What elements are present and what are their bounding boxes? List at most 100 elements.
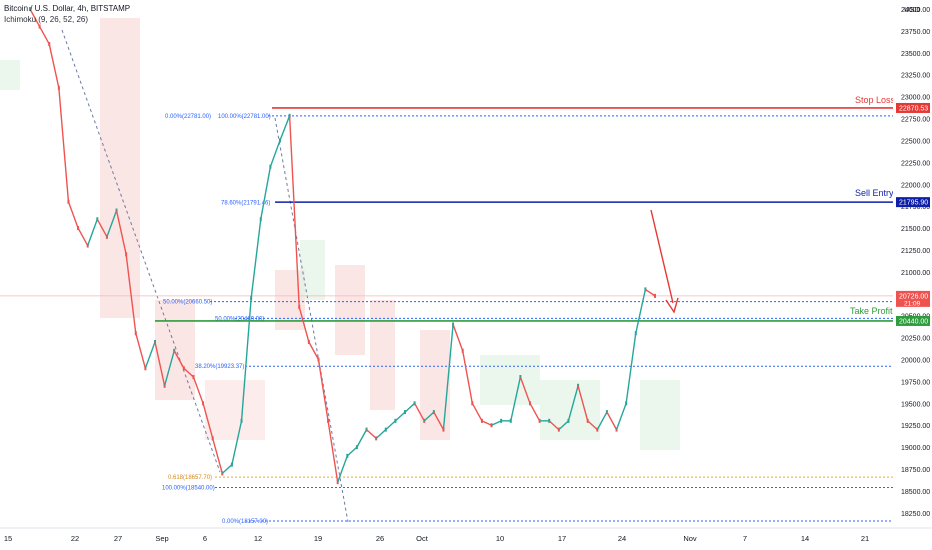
projection-arrow-line (650, 209, 674, 304)
x-tick-label-7: 26 (376, 534, 384, 543)
sell-entry-label: Sell Entry (855, 188, 894, 198)
price-segment-1 (29, 8, 41, 27)
price-segment-47 (471, 402, 483, 422)
fib-label-4: 50.00%(20469.00) (215, 316, 264, 322)
price-segment-25 (260, 166, 272, 220)
price-segment-9 (106, 210, 118, 238)
price-segment-10 (115, 210, 127, 255)
ichimoku-cloud-2 (205, 380, 265, 440)
y-tick-label-23: 24000.00 (901, 7, 930, 14)
ichimoku-cloud-10 (640, 380, 680, 450)
price-segment-60 (596, 411, 608, 430)
price-segment-12 (135, 333, 147, 369)
price-segment-8 (96, 218, 108, 238)
price-segment-35 (356, 429, 368, 448)
trend-dash-line-1 (61, 29, 221, 473)
price-segment-62 (615, 403, 627, 430)
stop-loss-tag (896, 102, 930, 113)
price-segment-37 (375, 429, 387, 439)
x-tick-label-5: 12 (254, 534, 262, 543)
price-segment-52 (519, 376, 531, 404)
ichimoku-cloud-11 (0, 60, 20, 90)
price-axis-bg (893, 0, 932, 550)
take-profit-price: 20440.00 (899, 318, 928, 325)
ichimoku-cloud-4 (300, 240, 325, 300)
price-segment-55 (548, 420, 560, 431)
stop-loss-price: 22870.53 (899, 105, 928, 112)
current-price-tag (896, 290, 930, 307)
current-price-price: 20726.00 (899, 293, 928, 300)
price-segment-4 (58, 87, 70, 202)
fib-label-6: 0.618(18657.70) (168, 475, 212, 481)
y-tick-label-18: 22750.00 (901, 117, 930, 124)
price-segment-32 (327, 420, 339, 483)
y-tick-label-14: 21750.00 (901, 204, 930, 211)
candle-65 (654, 293, 656, 298)
price-segment-46 (462, 350, 473, 404)
fib-label-2: 78.60%(21791.46) (221, 201, 270, 207)
price-segment-43 (433, 411, 445, 430)
price-segment-65 (644, 288, 656, 297)
price-segment-30 (308, 341, 320, 360)
price-segment-20 (212, 438, 223, 474)
price-segment-6 (77, 227, 89, 246)
ichimoku-cloud-8 (480, 355, 540, 405)
price-segment-51 (510, 376, 522, 421)
x-tick-label-8: Oct (416, 534, 429, 543)
y-tick-label-19: 23000.00 (901, 95, 930, 102)
projection-arrow-head (665, 297, 679, 314)
price-segment-34 (346, 446, 358, 457)
take-profit-tag (896, 315, 930, 326)
price-segment-39 (394, 411, 406, 422)
ichimoku-cloud-5 (335, 265, 365, 355)
price-segment-2 (39, 26, 50, 45)
x-tick-label-2: 27 (114, 534, 122, 543)
fib-label-0: 0.00%(22781.00) (165, 114, 211, 120)
price-segment-41 (414, 402, 425, 422)
fib-label-5: 38.20%(19923.37) (195, 364, 244, 370)
y-tick-label-3: 19000.00 (901, 445, 930, 452)
price-segment-48 (481, 420, 492, 426)
price-segment-21 (221, 464, 233, 474)
ichimoku-cloud-6 (370, 300, 395, 410)
symbol-title: Bitcoin / U.S. Dollar, 4h, BITSTAMP (4, 4, 131, 13)
price-segment-7 (87, 219, 98, 246)
price-segment-33 (337, 455, 348, 483)
price-segment-23 (240, 298, 252, 421)
price-segment-61 (606, 411, 618, 430)
price-segment-49 (491, 420, 502, 426)
price-segment-17 (183, 367, 194, 378)
y-tick-label-11: 21000.00 (901, 270, 930, 277)
y-tick-label-20: 23250.00 (901, 73, 930, 80)
candle-10 (125, 252, 128, 257)
price-segment-40 (404, 402, 416, 413)
stop-loss-label: Stop Loss (855, 95, 896, 105)
y-tick-label-17: 22500.00 (901, 138, 930, 145)
y-tick-label-16: 22250.00 (901, 160, 930, 167)
y-tick-label-8: 20250.00 (901, 336, 930, 343)
price-segment-28 (288, 115, 300, 307)
price-segment-63 (625, 333, 637, 404)
indicator-label: Ichimoku (9, 26, 52, 26) (4, 15, 89, 24)
fib-label-7: 100.00%(18540.00) (162, 485, 215, 491)
x-tick-label-6: 19 (314, 534, 322, 543)
ichimoku-cloud-0 (100, 18, 140, 318)
y-tick-label-13: 21500.00 (901, 226, 930, 233)
price-segment-11 (125, 254, 137, 334)
price-segment-5 (67, 201, 79, 229)
price-segment-13 (144, 341, 156, 369)
y-tick-label-2: 18750.00 (901, 467, 930, 474)
price-segment-16 (173, 350, 185, 369)
fib-label-3: 50.00%(20660.50) (163, 300, 212, 306)
price-segment-38 (385, 420, 396, 431)
price-segment-64 (635, 289, 647, 334)
price-segment-59 (587, 420, 598, 431)
price-segment-24 (250, 219, 262, 299)
x-tick-label-4: 6 (203, 534, 207, 543)
y-tick-label-0: 18250.00 (901, 511, 930, 518)
price-segment-26 (269, 140, 281, 167)
ichimoku-cloud-9 (540, 380, 600, 440)
price-segment-57 (567, 385, 579, 422)
